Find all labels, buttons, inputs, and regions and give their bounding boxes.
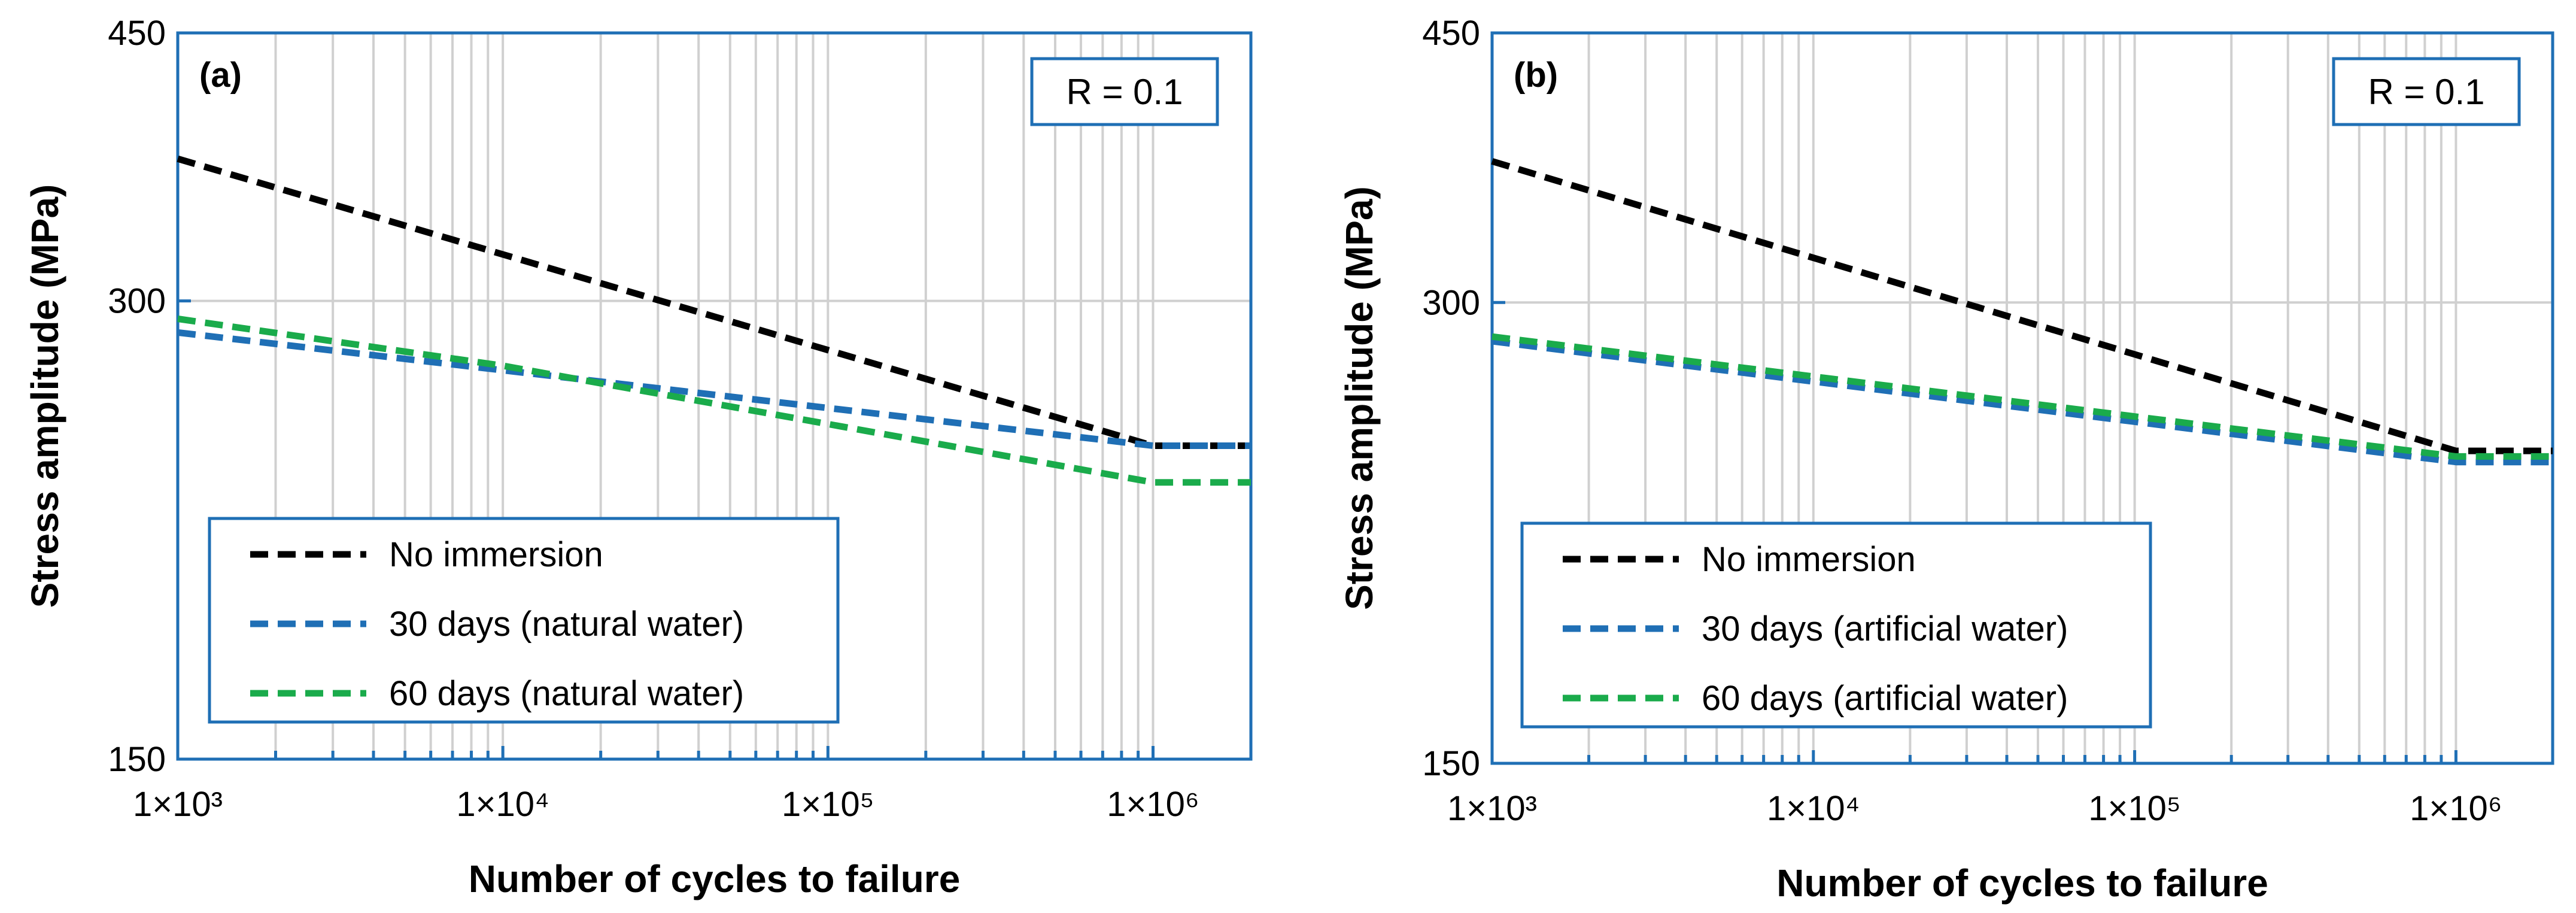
panel-a-plot-frame bbox=[176, 31, 1253, 761]
panel-b-legend-label-1: No immersion bbox=[1702, 540, 1916, 579]
panel-b-y-axis-title: Stress amplitude (MPa) bbox=[1338, 186, 1381, 610]
panel-a-legend-label-2: 30 days (natural water) bbox=[389, 605, 744, 644]
panel-b-x-tick-label: 1×10³ bbox=[1447, 789, 1537, 828]
panel-b-x-tick-label: 1×10⁴ bbox=[1767, 789, 1860, 828]
panel-a-legend-label-1: No immersion bbox=[389, 535, 603, 574]
panel-b-x-tick-label: 1×10⁵ bbox=[2088, 789, 2181, 828]
panel-b-panel-label: (b) bbox=[1514, 56, 1558, 95]
panel-b-legend-label-3: 60 days (artificial water) bbox=[1702, 679, 2068, 718]
panel-b: 1×10³ 1×10⁴ 1×10⁵ 1×10⁶ 150 300 450 Number of c… bbox=[1338, 14, 2554, 905]
panel-b-x-axis-title: Number of cycles to failure bbox=[1776, 862, 2268, 905]
panel-b-x-tick-label: 1×10⁶ bbox=[2410, 789, 2502, 828]
panel-a-x-tick-label: 1×10⁵ bbox=[782, 785, 874, 824]
panel-a-y-axis-title: Stress amplitude (MPa) bbox=[23, 184, 66, 608]
panel-b-plot-frame bbox=[1490, 31, 2554, 765]
panel-b-r-annotation-box bbox=[2332, 57, 2521, 126]
panel-a-x-tick-label: 1×10⁶ bbox=[1107, 785, 1199, 824]
panel-a-x-tick-label: 1×10³ bbox=[133, 785, 223, 824]
panel-a-r-annotation-text: R = 0.1 bbox=[1066, 72, 1183, 112]
panel-b-r-annotation-text: R = 0.1 bbox=[2368, 72, 2484, 112]
panel-a-y-tick-label: 150 bbox=[108, 740, 166, 779]
panel-b-series-line-3 bbox=[1491, 333, 2553, 460]
panel-b-series-line-2 bbox=[1491, 338, 2553, 466]
panel-a-r-annotation: R = 0.1 bbox=[1030, 57, 1219, 126]
panel-a-panel-label: (a) bbox=[199, 56, 242, 95]
panel-a-y-tick-label: 450 bbox=[108, 14, 166, 53]
panel-a-series-line-3 bbox=[177, 316, 1251, 486]
panel-b-r-annotation: R = 0.1 bbox=[2332, 57, 2521, 126]
panel-b-legend-label-2: 30 days (artificial water) bbox=[1702, 609, 2068, 648]
panel-a-x-axis-title: Number of cycles to failure bbox=[469, 857, 961, 900]
panel-b-y-tick-label: 150 bbox=[1422, 744, 1480, 783]
panel-b-series-line-1 bbox=[1491, 158, 2553, 454]
panel-a-legend: No immersion 30 days (natural water) 60 da… bbox=[208, 517, 840, 724]
panel-a-r-annotation-box bbox=[1030, 57, 1219, 126]
panel-a-series-line-1 bbox=[177, 155, 1251, 449]
panel-a: 1×10³ 1×10⁴ 1×10⁵ 1×10⁶ 150 300 450 Number of c… bbox=[23, 14, 1253, 900]
panel-b-y-tick-label: 450 bbox=[1422, 14, 1480, 53]
panel-a-series-line-2 bbox=[177, 329, 1251, 449]
panel-b-y-tick-label: 300 bbox=[1422, 283, 1480, 322]
panel-a-legend-label-3: 60 days (natural water) bbox=[389, 674, 744, 713]
panel-a-y-tick-label: 300 bbox=[108, 282, 166, 321]
panel-a-x-tick-label: 1×10⁴ bbox=[456, 785, 549, 824]
panel-b-legend: No immersion 30 days (artificial water) 60… bbox=[1520, 521, 2152, 729]
